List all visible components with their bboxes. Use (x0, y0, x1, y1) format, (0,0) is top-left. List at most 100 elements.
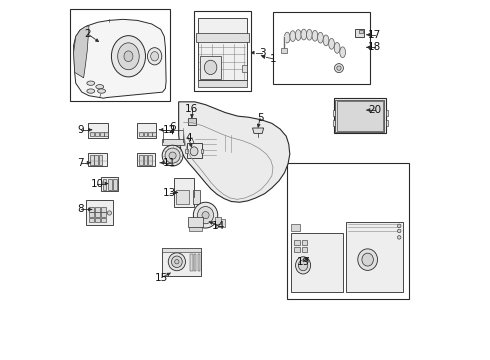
Ellipse shape (190, 147, 198, 156)
Polygon shape (74, 26, 89, 78)
Bar (89, 207, 94, 212)
Ellipse shape (290, 31, 295, 41)
Text: 10: 10 (91, 179, 104, 189)
Bar (194, 11, 251, 91)
Bar (287, 163, 409, 299)
Bar (355, 30, 364, 37)
Bar (101, 207, 106, 212)
Bar (333, 110, 335, 116)
Text: 3: 3 (259, 48, 266, 58)
Ellipse shape (172, 256, 182, 267)
Ellipse shape (169, 152, 176, 159)
Bar (291, 233, 343, 292)
Bar (113, 179, 117, 190)
Bar (291, 224, 300, 231)
Bar (359, 30, 363, 33)
Bar (90, 132, 94, 136)
Bar (162, 139, 184, 145)
Bar (101, 177, 118, 192)
Bar (193, 190, 200, 204)
Ellipse shape (194, 202, 218, 228)
Polygon shape (74, 19, 166, 98)
Ellipse shape (168, 253, 186, 271)
Ellipse shape (107, 211, 112, 215)
Bar (139, 155, 143, 165)
Text: 2: 2 (85, 29, 91, 39)
Bar (174, 178, 194, 207)
Bar (281, 48, 287, 53)
Bar (101, 212, 106, 217)
Text: 18: 18 (368, 42, 381, 52)
Bar (302, 240, 307, 245)
Ellipse shape (204, 60, 217, 75)
Ellipse shape (397, 229, 401, 233)
Text: 13: 13 (163, 188, 176, 198)
Ellipse shape (301, 29, 307, 40)
Text: 1: 1 (270, 54, 276, 64)
Ellipse shape (284, 32, 290, 43)
Text: 9: 9 (77, 125, 84, 135)
Bar (335, 100, 385, 132)
Bar (333, 120, 335, 126)
Polygon shape (252, 128, 264, 134)
Bar (137, 153, 155, 166)
Bar (197, 254, 200, 271)
Ellipse shape (358, 249, 377, 270)
Text: 12: 12 (162, 125, 175, 135)
Text: 6: 6 (169, 122, 176, 132)
Text: 11: 11 (163, 158, 176, 168)
Ellipse shape (151, 51, 159, 61)
Bar (144, 155, 147, 165)
Bar (186, 149, 188, 153)
Bar (98, 155, 102, 165)
Bar (188, 118, 196, 126)
Bar (101, 218, 106, 222)
Bar (215, 217, 221, 224)
Bar (148, 155, 152, 165)
Bar (194, 254, 196, 271)
Bar (148, 132, 152, 136)
Ellipse shape (335, 64, 343, 73)
Ellipse shape (175, 260, 179, 264)
Bar (139, 132, 143, 136)
Bar (294, 247, 300, 252)
Bar (95, 155, 98, 165)
Text: 19: 19 (296, 257, 310, 267)
Ellipse shape (202, 212, 209, 219)
Bar (190, 226, 201, 231)
Bar (70, 9, 170, 101)
Ellipse shape (162, 145, 183, 166)
Bar (196, 33, 249, 42)
Bar (137, 123, 156, 138)
Bar (152, 132, 156, 136)
Bar (95, 207, 100, 212)
Bar (242, 64, 247, 72)
Ellipse shape (362, 253, 373, 266)
Ellipse shape (337, 66, 341, 70)
Bar (346, 222, 403, 292)
Ellipse shape (307, 30, 312, 40)
Bar (302, 247, 307, 252)
Bar (337, 101, 383, 131)
Bar (90, 155, 94, 165)
Bar (176, 190, 189, 204)
Text: 14: 14 (212, 221, 225, 231)
Bar (273, 12, 370, 84)
Ellipse shape (340, 47, 345, 58)
Bar (197, 80, 247, 87)
Ellipse shape (96, 85, 104, 89)
Bar (144, 132, 147, 136)
Bar (162, 248, 200, 252)
Ellipse shape (295, 257, 311, 274)
Ellipse shape (318, 32, 323, 43)
Bar (95, 218, 100, 222)
Bar (386, 120, 389, 126)
Bar (191, 254, 193, 271)
Ellipse shape (165, 148, 180, 163)
Text: 8: 8 (77, 204, 84, 215)
Text: 7: 7 (77, 158, 84, 168)
Ellipse shape (197, 207, 214, 224)
Text: 5: 5 (257, 113, 263, 123)
Text: 17: 17 (368, 30, 381, 40)
Ellipse shape (147, 48, 162, 65)
